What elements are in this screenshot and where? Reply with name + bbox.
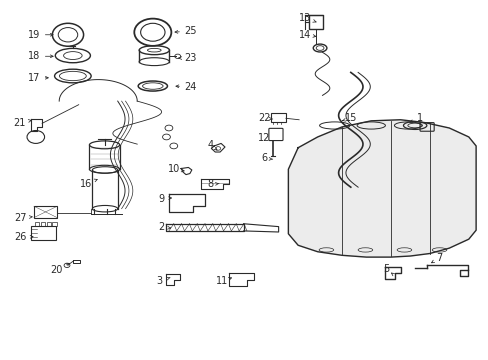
Text: 20: 20	[50, 265, 63, 275]
Text: 4: 4	[207, 140, 213, 150]
Text: 14: 14	[299, 30, 311, 40]
Text: 11: 11	[216, 276, 228, 286]
Text: 1: 1	[416, 113, 422, 123]
Text: 8: 8	[207, 179, 213, 189]
Text: 21: 21	[13, 118, 25, 128]
Text: 5: 5	[382, 264, 388, 274]
Text: 16: 16	[80, 179, 92, 189]
Polygon shape	[288, 120, 475, 257]
Text: 10: 10	[167, 164, 180, 174]
Text: 26: 26	[14, 232, 26, 242]
Text: 15: 15	[344, 113, 356, 123]
Text: 2: 2	[158, 222, 164, 232]
Text: 25: 25	[184, 26, 197, 36]
Text: 9: 9	[158, 194, 164, 204]
Text: 22: 22	[257, 113, 270, 123]
Text: 18: 18	[28, 51, 40, 61]
Text: 6: 6	[261, 153, 266, 163]
Text: 7: 7	[435, 253, 442, 263]
Text: 24: 24	[184, 82, 197, 92]
Text: 19: 19	[28, 30, 40, 40]
Text: 13: 13	[299, 13, 311, 23]
Text: 23: 23	[184, 53, 197, 63]
Text: 17: 17	[28, 73, 40, 83]
Text: 3: 3	[156, 276, 162, 286]
Text: 27: 27	[14, 213, 26, 222]
Text: 12: 12	[257, 133, 270, 143]
